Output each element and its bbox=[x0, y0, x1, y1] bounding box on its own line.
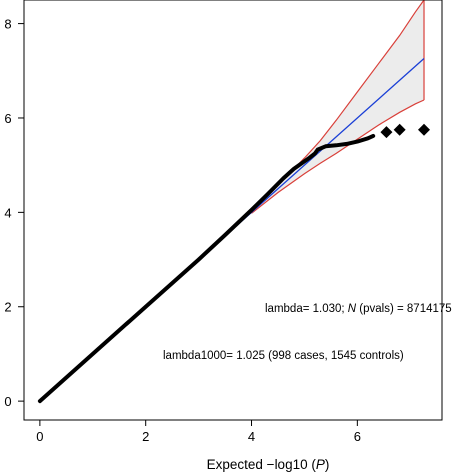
x-tick-label: 0 bbox=[36, 429, 43, 444]
y-tick-label: 2 bbox=[4, 300, 11, 315]
x-axis: 0 2 4 6 bbox=[36, 420, 361, 444]
y-tick-label: 0 bbox=[4, 394, 11, 409]
lambda-suffix: (pvals) = 8714175 bbox=[356, 303, 452, 315]
observed-point bbox=[418, 123, 431, 136]
x-tick-label: 6 bbox=[354, 429, 361, 444]
x-tick-label: 4 bbox=[248, 429, 255, 444]
confidence-band-lower bbox=[251, 99, 425, 214]
y-tick-label: 8 bbox=[4, 17, 11, 32]
lambda-n: N bbox=[348, 303, 357, 315]
y-tick-label: 4 bbox=[4, 205, 11, 220]
x-axis-title-part-1: Expected −log10 ( bbox=[207, 457, 317, 472]
observed-point bbox=[393, 123, 406, 136]
observed-pvalues-line bbox=[37, 133, 376, 404]
x-axis-title-part-3: ) bbox=[325, 457, 330, 472]
x-tick-label: 2 bbox=[142, 429, 149, 444]
observed-point bbox=[380, 126, 393, 139]
lambda1000-annotation: lambda1000= 1.025 (998 cases, 1545 contr… bbox=[163, 350, 404, 362]
y-tick-label: 6 bbox=[4, 111, 11, 126]
plot-frame bbox=[23, 0, 443, 421]
y-axis: 0 2 4 6 8 bbox=[4, 17, 24, 409]
x-axis-title-p: P bbox=[316, 457, 325, 472]
observed-points bbox=[380, 123, 431, 139]
lambda-annotation: lambda= 1.030; N (pvals) = 8714175 bbox=[265, 303, 452, 315]
confidence-band-fill bbox=[251, 0, 424, 214]
confidence-band bbox=[251, 0, 425, 214]
x-axis-title: Expected −log10 (P) bbox=[207, 457, 330, 472]
lambda-prefix: lambda= 1.030; bbox=[265, 303, 348, 315]
